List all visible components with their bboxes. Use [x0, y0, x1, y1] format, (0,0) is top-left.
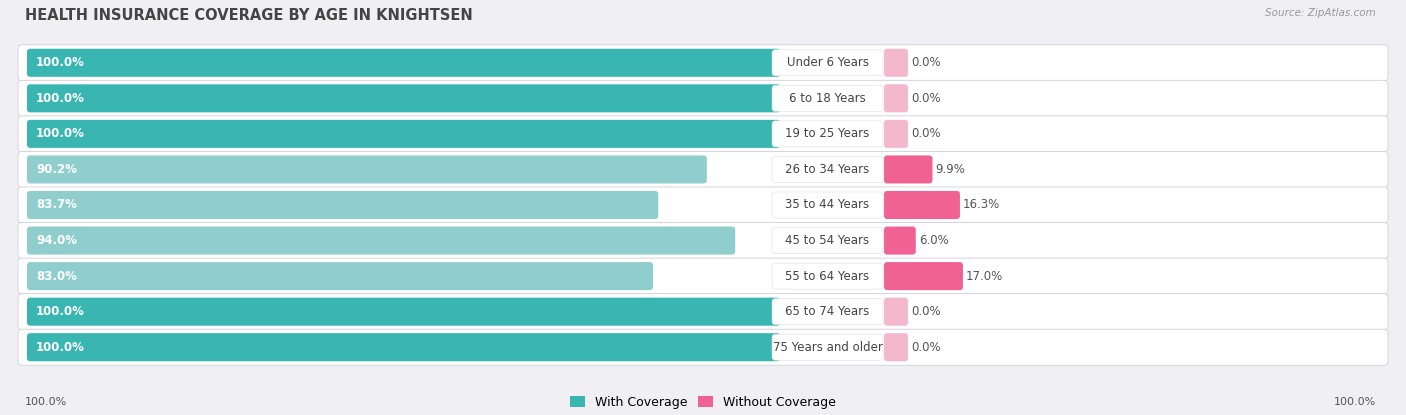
- Text: 100.0%: 100.0%: [37, 305, 84, 318]
- Text: 83.7%: 83.7%: [37, 198, 77, 212]
- Text: HEALTH INSURANCE COVERAGE BY AGE IN KNIGHTSEN: HEALTH INSURANCE COVERAGE BY AGE IN KNIG…: [25, 8, 472, 23]
- Text: 100.0%: 100.0%: [37, 341, 84, 354]
- FancyBboxPatch shape: [27, 191, 658, 219]
- FancyBboxPatch shape: [772, 334, 883, 360]
- Text: 0.0%: 0.0%: [911, 92, 941, 105]
- FancyBboxPatch shape: [18, 222, 1388, 259]
- Text: 26 to 34 Years: 26 to 34 Years: [786, 163, 870, 176]
- Text: 100.0%: 100.0%: [25, 397, 67, 407]
- Legend: With Coverage, Without Coverage: With Coverage, Without Coverage: [571, 396, 835, 409]
- FancyBboxPatch shape: [18, 151, 1388, 188]
- FancyBboxPatch shape: [772, 121, 883, 147]
- Text: 0.0%: 0.0%: [911, 127, 941, 140]
- Text: 19 to 25 Years: 19 to 25 Years: [786, 127, 870, 140]
- Text: 16.3%: 16.3%: [963, 198, 1000, 212]
- Text: 6.0%: 6.0%: [918, 234, 949, 247]
- Text: Under 6 Years: Under 6 Years: [786, 56, 869, 69]
- FancyBboxPatch shape: [772, 299, 883, 325]
- Text: 0.0%: 0.0%: [911, 305, 941, 318]
- FancyBboxPatch shape: [27, 262, 652, 290]
- FancyBboxPatch shape: [884, 156, 932, 183]
- FancyBboxPatch shape: [27, 333, 780, 361]
- Text: 75 Years and older: 75 Years and older: [772, 341, 883, 354]
- FancyBboxPatch shape: [772, 50, 883, 76]
- Text: 17.0%: 17.0%: [966, 270, 1004, 283]
- FancyBboxPatch shape: [772, 263, 883, 289]
- FancyBboxPatch shape: [772, 156, 883, 183]
- FancyBboxPatch shape: [27, 120, 780, 148]
- Text: 100.0%: 100.0%: [37, 127, 84, 140]
- Text: 100.0%: 100.0%: [1334, 397, 1376, 407]
- Text: 100.0%: 100.0%: [37, 56, 84, 69]
- Text: 0.0%: 0.0%: [911, 56, 941, 69]
- FancyBboxPatch shape: [884, 191, 960, 219]
- Text: 6 to 18 Years: 6 to 18 Years: [789, 92, 866, 105]
- FancyBboxPatch shape: [884, 49, 908, 77]
- FancyBboxPatch shape: [884, 298, 908, 326]
- FancyBboxPatch shape: [27, 227, 735, 254]
- FancyBboxPatch shape: [27, 84, 780, 112]
- FancyBboxPatch shape: [884, 227, 915, 254]
- FancyBboxPatch shape: [884, 120, 908, 148]
- Text: 65 to 74 Years: 65 to 74 Years: [786, 305, 870, 318]
- Text: 94.0%: 94.0%: [37, 234, 77, 247]
- Text: 83.0%: 83.0%: [37, 270, 77, 283]
- FancyBboxPatch shape: [772, 227, 883, 254]
- FancyBboxPatch shape: [884, 333, 908, 361]
- FancyBboxPatch shape: [772, 192, 883, 218]
- Text: 0.0%: 0.0%: [911, 341, 941, 354]
- FancyBboxPatch shape: [772, 85, 883, 111]
- FancyBboxPatch shape: [884, 262, 963, 290]
- FancyBboxPatch shape: [27, 49, 780, 77]
- Text: 100.0%: 100.0%: [37, 92, 84, 105]
- FancyBboxPatch shape: [18, 45, 1388, 81]
- FancyBboxPatch shape: [884, 84, 908, 112]
- Text: 9.9%: 9.9%: [935, 163, 966, 176]
- FancyBboxPatch shape: [18, 258, 1388, 294]
- FancyBboxPatch shape: [18, 294, 1388, 330]
- FancyBboxPatch shape: [27, 298, 780, 326]
- Text: 90.2%: 90.2%: [37, 163, 77, 176]
- FancyBboxPatch shape: [18, 116, 1388, 152]
- Text: 55 to 64 Years: 55 to 64 Years: [786, 270, 869, 283]
- FancyBboxPatch shape: [27, 156, 707, 183]
- Text: Source: ZipAtlas.com: Source: ZipAtlas.com: [1265, 8, 1376, 18]
- FancyBboxPatch shape: [18, 187, 1388, 223]
- Text: 45 to 54 Years: 45 to 54 Years: [786, 234, 869, 247]
- FancyBboxPatch shape: [18, 81, 1388, 116]
- FancyBboxPatch shape: [18, 329, 1388, 365]
- Text: 35 to 44 Years: 35 to 44 Years: [786, 198, 869, 212]
